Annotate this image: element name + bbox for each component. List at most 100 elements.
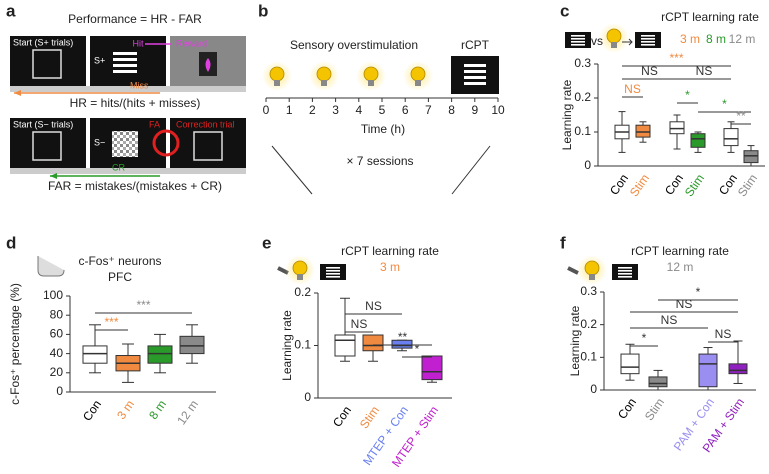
- label: Hit: [133, 38, 144, 48]
- significance-label: **: [736, 109, 746, 123]
- y-tick-label: 60: [50, 327, 64, 341]
- chart-title: rCPT learning rate: [631, 244, 729, 258]
- significance-label: NS: [696, 64, 713, 78]
- formula: HR = hits/(hits + misses): [70, 96, 201, 110]
- tick-label: 0: [263, 103, 270, 117]
- label: × 7 sessions: [346, 154, 413, 168]
- significance-label: ***: [136, 298, 150, 312]
- tick-label: 1: [286, 103, 293, 117]
- x-tick-label: Con: [615, 396, 639, 422]
- y-tick-label: 0.1: [574, 124, 591, 138]
- loop-arrow: [152, 129, 180, 157]
- box: [723, 128, 739, 147]
- box: [421, 355, 443, 381]
- box: [147, 345, 173, 364]
- box: [635, 124, 651, 138]
- arrow-head: [14, 90, 21, 96]
- panel-f-header: [567, 254, 638, 286]
- significance-label: ***: [669, 51, 683, 65]
- significance-label: NS: [624, 82, 641, 96]
- tick-label: 2: [309, 103, 316, 117]
- tick-label: 7: [425, 103, 432, 117]
- y-tick-label: 0.2: [580, 317, 597, 331]
- connector: [271, 145, 313, 195]
- panel-d-header: [37, 256, 65, 277]
- significance-label: NS: [661, 313, 678, 327]
- x-tick-label: Stim: [357, 404, 382, 432]
- box: [698, 353, 718, 388]
- box: [179, 335, 205, 355]
- box: [743, 150, 759, 164]
- significance-label: ***: [104, 315, 118, 329]
- x-tick-label: Stim: [642, 396, 667, 424]
- panel-letter: e: [262, 233, 271, 252]
- label: Start (S+ trials): [13, 37, 73, 47]
- stimulus: [112, 131, 138, 157]
- significance-label: **: [398, 330, 408, 344]
- icon: [284, 254, 316, 286]
- tick-label: 10: [491, 103, 505, 117]
- floor: [10, 86, 246, 92]
- x-tick-label: 8 m: [146, 398, 169, 422]
- chart-title: rCPT learning rate: [341, 244, 439, 258]
- start-square: [32, 131, 62, 161]
- bulb: [402, 60, 434, 92]
- significance-label: *: [415, 342, 420, 356]
- floor: [10, 168, 246, 174]
- y-axis-label: Learning rate: [560, 79, 574, 150]
- stimulus: [464, 64, 486, 85]
- x-tick-label: Con: [80, 398, 104, 424]
- icon: [576, 254, 608, 286]
- formula: FAR = mistakes/(mistakes + CR): [48, 179, 222, 193]
- y-tick-label: 0.2: [294, 285, 311, 299]
- y-axis-label: c-Fos⁺ percentage (%): [8, 283, 22, 405]
- label: CR: [112, 162, 125, 172]
- panel-b: Sensory overstimulation rCPT Time (h) × …: [261, 38, 499, 195]
- significance-label: NS: [365, 299, 382, 313]
- panel-letter: d: [6, 233, 16, 252]
- connector: [451, 145, 491, 195]
- panel-letter: b: [258, 1, 268, 20]
- y-tick-label: 0: [304, 390, 311, 404]
- age-label: 12 m: [729, 32, 756, 46]
- tick-label: 8: [448, 103, 455, 117]
- chart-subtitle: PFC: [108, 270, 132, 284]
- significance-label: *: [722, 97, 727, 111]
- chart-subtitle: 12 m: [667, 260, 694, 274]
- tick-label: 9: [471, 103, 478, 117]
- y-tick-label: 0.3: [574, 56, 591, 70]
- label: Correction trial: [176, 119, 235, 129]
- y-tick-label: 0.3: [580, 284, 597, 298]
- label: S−: [94, 137, 105, 147]
- significance-label: NS: [676, 297, 693, 311]
- arrow-head: [50, 173, 57, 179]
- significance-label: *: [696, 285, 701, 299]
- label: Sensory overstimulation: [290, 38, 418, 52]
- chart-subtitle: 3 m: [380, 260, 400, 274]
- formula: Performance = HR - FAR: [68, 12, 202, 26]
- icon: [612, 264, 638, 280]
- y-axis-label: Learning rate: [568, 305, 582, 376]
- x-tick-label: Stim: [627, 172, 652, 200]
- box: [728, 363, 748, 375]
- bulb: [261, 60, 293, 92]
- tick-label: 3: [332, 103, 339, 117]
- age-label: 8 m: [706, 32, 726, 46]
- chart-title: rCPT learning rate: [661, 10, 759, 24]
- label: FA: [149, 119, 160, 129]
- stimulus: [113, 52, 137, 73]
- significance-label: *: [685, 88, 690, 102]
- panel-letter: a: [6, 1, 16, 20]
- tick-label: 6: [402, 103, 409, 117]
- start-square: [32, 49, 62, 79]
- y-tick-label: 0: [584, 158, 591, 172]
- reward-icon: [205, 58, 211, 72]
- y-tick-label: 80: [50, 307, 64, 321]
- y-tick-label: 40: [50, 346, 64, 360]
- panel-letter: c: [560, 1, 569, 20]
- bulb: [308, 60, 340, 92]
- arrow: [622, 38, 633, 46]
- start-square: [193, 131, 223, 161]
- x-tick-label: Con: [330, 404, 354, 430]
